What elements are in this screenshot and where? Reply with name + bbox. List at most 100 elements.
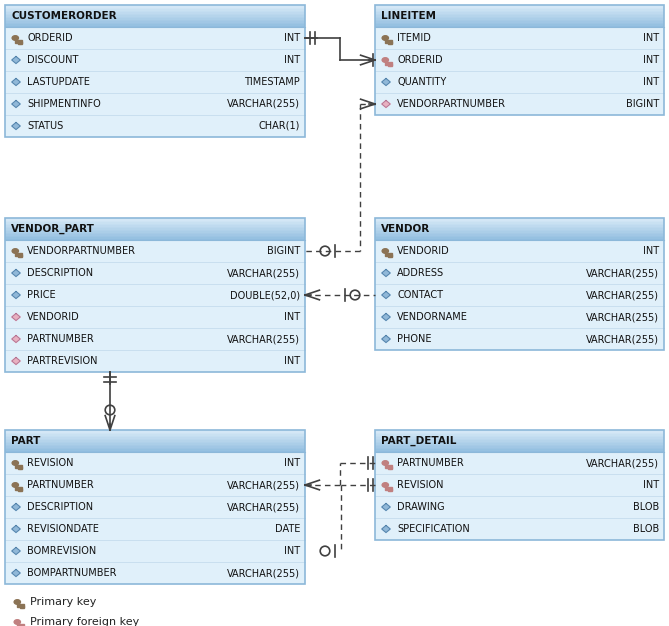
Bar: [375, 225, 664, 227]
Text: REVISIONDATE: REVISIONDATE: [27, 524, 99, 534]
Bar: [5, 231, 305, 233]
Bar: [5, 228, 305, 230]
Text: PARTNUMBER: PARTNUMBER: [27, 480, 94, 490]
Text: BOMREVISION: BOMREVISION: [27, 546, 96, 556]
Text: VARCHAR(255): VARCHAR(255): [227, 480, 300, 490]
Text: INT: INT: [284, 55, 300, 65]
Polygon shape: [382, 78, 390, 86]
Bar: [5, 440, 305, 442]
Text: VENDORPARTNUMBER: VENDORPARTNUMBER: [397, 99, 506, 109]
Polygon shape: [12, 336, 20, 342]
Bar: [19, 42, 20, 44]
Bar: [5, 21, 305, 23]
Text: PARTREVISION: PARTREVISION: [27, 356, 98, 366]
Text: DESCRIPTION: DESCRIPTION: [27, 268, 93, 278]
Bar: [5, 237, 305, 239]
Polygon shape: [12, 292, 20, 299]
Ellipse shape: [382, 483, 389, 487]
Bar: [5, 23, 305, 24]
Bar: [389, 42, 390, 44]
Text: VARCHAR(255): VARCHAR(255): [586, 290, 659, 300]
Bar: [5, 444, 305, 446]
Bar: [375, 439, 664, 441]
Bar: [375, 9, 664, 11]
Bar: [5, 17, 305, 19]
Bar: [22, 606, 23, 608]
Bar: [389, 489, 390, 491]
Bar: [375, 234, 664, 236]
Text: PARTNUMBER: PARTNUMBER: [397, 458, 464, 468]
Bar: [5, 442, 305, 444]
Text: INT: INT: [643, 77, 659, 87]
Bar: [5, 448, 305, 449]
Bar: [5, 235, 305, 237]
Polygon shape: [12, 56, 20, 63]
Bar: [5, 11, 305, 13]
Polygon shape: [382, 270, 390, 277]
Text: VENDORPARTNUMBER: VENDORPARTNUMBER: [27, 246, 136, 256]
Bar: [375, 438, 664, 439]
Bar: [5, 430, 305, 432]
Bar: [375, 6, 664, 8]
Text: VENDORID: VENDORID: [27, 312, 80, 322]
Ellipse shape: [12, 36, 19, 40]
Text: PRICE: PRICE: [27, 290, 56, 300]
Text: INT: INT: [284, 33, 300, 43]
Polygon shape: [382, 292, 390, 299]
Bar: [19, 489, 20, 491]
Bar: [375, 23, 664, 24]
Polygon shape: [382, 503, 390, 510]
Bar: [375, 430, 664, 540]
Bar: [375, 218, 664, 220]
Bar: [5, 434, 305, 436]
Bar: [375, 21, 664, 23]
Bar: [375, 5, 664, 7]
Bar: [5, 19, 305, 22]
Text: CUSTOMERORDER: CUSTOMERORDER: [11, 11, 116, 21]
Text: INT: INT: [643, 55, 659, 65]
Bar: [375, 434, 664, 436]
Bar: [5, 18, 305, 20]
Bar: [375, 221, 664, 223]
Bar: [389, 467, 390, 469]
Bar: [375, 13, 664, 14]
Text: BLOB: BLOB: [633, 502, 659, 512]
Bar: [20, 42, 21, 44]
Bar: [5, 452, 305, 584]
Bar: [390, 64, 391, 66]
Text: PHONE: PHONE: [397, 334, 432, 344]
Text: DATE: DATE: [275, 524, 300, 534]
Bar: [5, 5, 305, 137]
Bar: [375, 442, 664, 444]
Bar: [390, 489, 391, 491]
Bar: [375, 431, 664, 433]
Bar: [15, 487, 21, 490]
Text: VARCHAR(255): VARCHAR(255): [586, 268, 659, 278]
Bar: [5, 218, 305, 220]
Bar: [5, 13, 305, 14]
Bar: [375, 19, 664, 22]
Polygon shape: [12, 525, 20, 533]
Text: PART: PART: [11, 436, 40, 446]
Bar: [5, 239, 305, 240]
Bar: [375, 26, 664, 28]
Bar: [375, 237, 664, 239]
Text: VENDORNAME: VENDORNAME: [397, 312, 468, 322]
Bar: [5, 430, 305, 584]
Bar: [15, 253, 21, 256]
Polygon shape: [12, 123, 20, 130]
Bar: [375, 24, 664, 26]
Text: Primary foreign key: Primary foreign key: [30, 617, 139, 626]
Bar: [375, 218, 664, 350]
Bar: [375, 224, 664, 226]
Bar: [20, 467, 21, 469]
Text: VARCHAR(255): VARCHAR(255): [227, 568, 300, 578]
Text: CHAR(1): CHAR(1): [259, 121, 300, 131]
Bar: [390, 467, 391, 469]
Bar: [375, 8, 664, 10]
Text: VARCHAR(255): VARCHAR(255): [586, 312, 659, 322]
Bar: [15, 40, 21, 43]
Text: INT: INT: [643, 480, 659, 490]
Bar: [5, 8, 305, 10]
Polygon shape: [382, 314, 390, 321]
